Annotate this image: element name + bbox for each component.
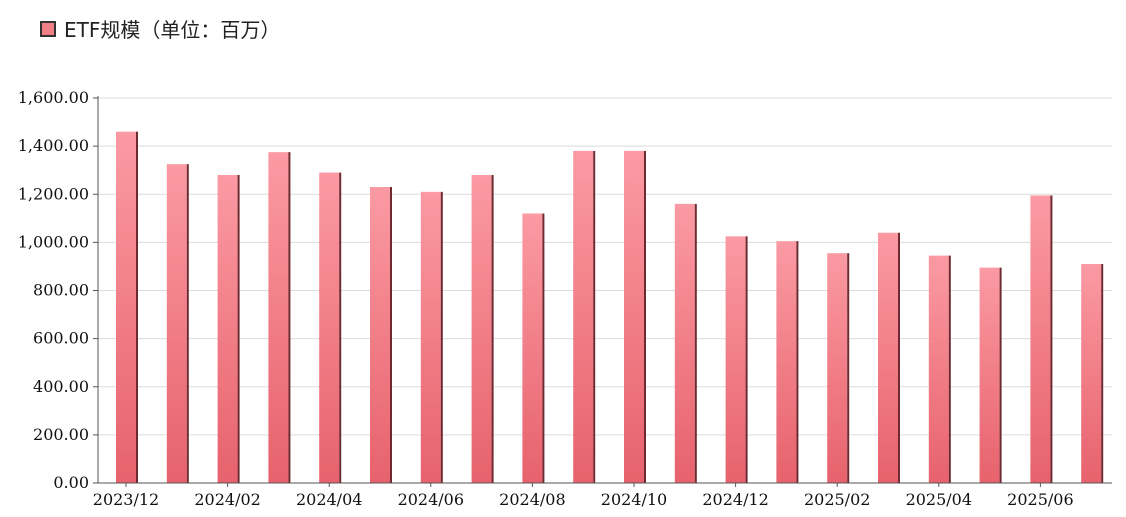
bar xyxy=(674,203,695,483)
y-tick-label: 200.00 xyxy=(33,425,89,444)
y-tick-label: 1,400.00 xyxy=(18,136,89,155)
x-tick-label: 2025/06 xyxy=(1007,490,1073,509)
x-tick-label: 2024/10 xyxy=(601,490,667,509)
bar-shadow xyxy=(745,236,748,483)
bar xyxy=(624,150,644,483)
y-tick-label: 800.00 xyxy=(33,281,89,300)
bar-shadow xyxy=(796,241,799,483)
y-tick-label: 1,200.00 xyxy=(18,184,89,203)
bar-shadow xyxy=(948,255,951,483)
bar-shadow xyxy=(694,203,697,483)
y-tick-label: 600.00 xyxy=(33,329,89,348)
bar-shadow xyxy=(186,164,189,483)
bar xyxy=(116,131,136,483)
bar xyxy=(573,150,594,483)
bar xyxy=(979,267,1000,483)
x-tick-label: 2023/12 xyxy=(93,490,159,509)
bar-shadow xyxy=(237,175,240,483)
bar xyxy=(370,187,390,483)
bar xyxy=(217,175,238,483)
bar-shadow xyxy=(440,191,443,483)
x-tick-label: 2024/04 xyxy=(296,490,362,509)
y-tick-label: 1,600.00 xyxy=(18,88,89,107)
bar-shadow xyxy=(593,150,596,483)
x-tick-label: 2024/12 xyxy=(702,490,768,509)
bar xyxy=(725,236,746,483)
bar-shadow xyxy=(1050,195,1053,483)
bar xyxy=(1030,195,1051,483)
bar xyxy=(166,164,187,483)
bar-shadow xyxy=(999,267,1002,483)
gridlines xyxy=(98,97,1112,436)
bar xyxy=(319,172,340,483)
legend-label: ETF规模（单位：百万） xyxy=(64,18,281,42)
bar-shadow xyxy=(644,150,646,483)
y-tick-label: 1,000.00 xyxy=(18,232,89,251)
chart-legend: ETF规模（单位：百万） xyxy=(40,14,280,43)
x-tick-labels: 2023/12 2024/02 2024/04 2024/06 2024/08 2024/… xyxy=(93,490,1074,509)
bar xyxy=(928,255,949,483)
legend-swatch xyxy=(40,20,56,37)
bar-shadow xyxy=(847,253,850,483)
y-tick-label: 400.00 xyxy=(33,377,89,396)
bar xyxy=(522,213,543,483)
bar-shadow xyxy=(288,152,291,483)
axes xyxy=(93,96,1112,487)
bar xyxy=(471,175,492,483)
bar xyxy=(1081,264,1102,483)
bar-shadow xyxy=(898,232,900,483)
bar-shadow xyxy=(136,131,138,483)
bars xyxy=(116,131,1104,483)
bar-shadow xyxy=(491,175,494,483)
y-tick-labels: 0.00 200.00 400.00 600.00 800.00 1,000.00 1,20… xyxy=(18,88,89,492)
bar-shadow xyxy=(542,213,545,483)
bar-shadow xyxy=(339,172,342,483)
bar-shadow xyxy=(1101,264,1104,483)
x-tick-label: 2024/08 xyxy=(499,490,565,509)
x-tick-label: 2025/02 xyxy=(804,490,870,509)
bar xyxy=(776,241,797,483)
x-tick-label: 2025/04 xyxy=(906,490,972,509)
bar xyxy=(420,191,441,483)
bar xyxy=(827,253,848,483)
x-tick-label: 2024/06 xyxy=(398,490,464,509)
bar xyxy=(268,152,289,483)
x-tick-label: 2024/02 xyxy=(194,490,260,509)
y-tick-label: 0.00 xyxy=(53,473,89,492)
bar xyxy=(878,232,898,483)
bar-shadow xyxy=(390,187,392,483)
